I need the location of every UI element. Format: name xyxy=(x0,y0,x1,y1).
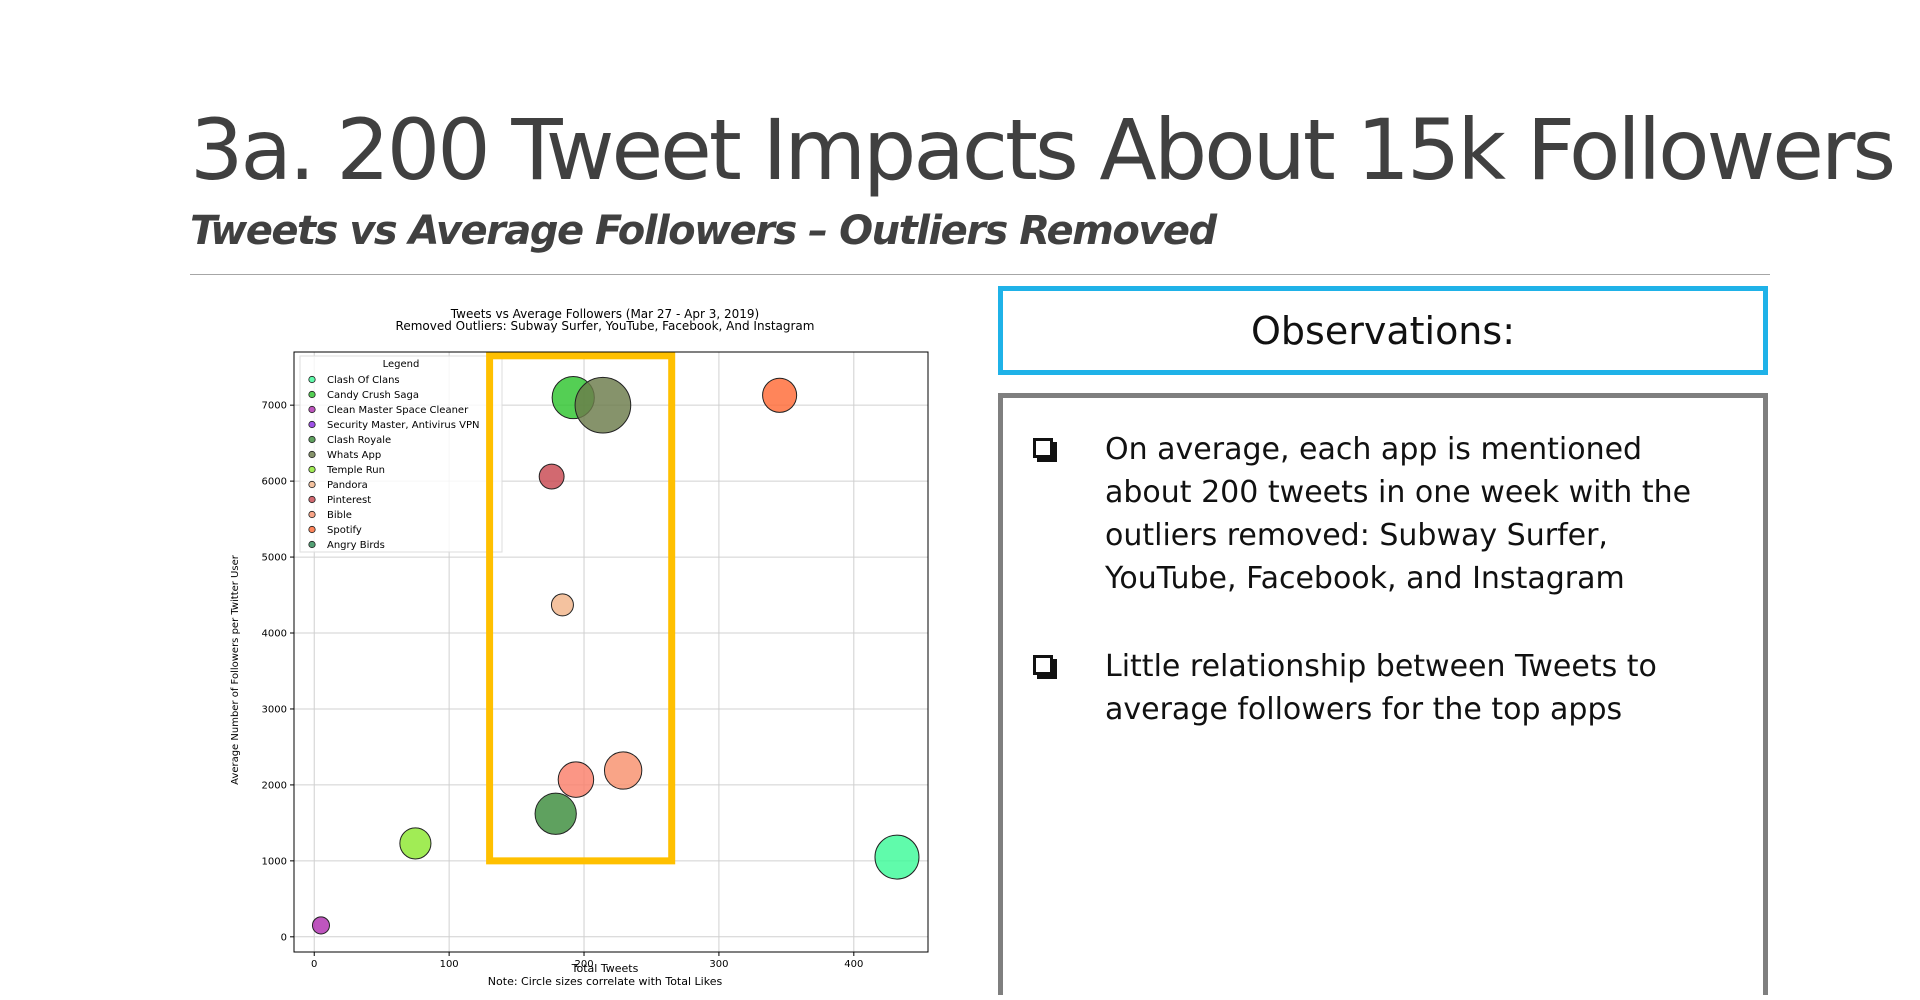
legend-marker xyxy=(308,390,316,399)
title-divider xyxy=(190,274,1770,275)
y-tick-label: 0 xyxy=(281,932,287,943)
legend-marker xyxy=(308,525,316,534)
legend-marker xyxy=(308,480,316,489)
plot-area-frame xyxy=(293,351,929,953)
legend-label: Pandora xyxy=(327,480,368,491)
legend-label: Pinterest xyxy=(327,495,371,506)
chart-title: Tweets vs Average Followers (Mar 27 - Ap… xyxy=(450,307,759,321)
data-point xyxy=(574,376,632,434)
legend-marker xyxy=(308,435,316,444)
legend-marker xyxy=(308,540,316,549)
y-tick-label: 1000 xyxy=(262,856,287,867)
observation-item: On average, each app is mentioned about … xyxy=(1105,432,1692,596)
x-tick-label: 300 xyxy=(709,959,728,970)
legend-label: Clean Master Space Cleaner xyxy=(327,405,469,416)
data-point xyxy=(762,377,798,413)
slide-subtitle: Tweets vs Average Followers – Outliers R… xyxy=(190,208,1217,254)
data-point xyxy=(557,761,595,798)
legend-label: Temple Run xyxy=(326,465,385,476)
observations-heading: Observations: xyxy=(998,286,1768,375)
x-tick-label: 200 xyxy=(574,959,593,970)
legend-label: Bible xyxy=(327,510,352,521)
y-tick-label: 5000 xyxy=(262,553,287,564)
observation-item: Little relationship between Tweets to av… xyxy=(1105,649,1657,727)
chart-subtitle: Removed Outliers: Subway Surfer, YouTube… xyxy=(396,319,815,333)
data-point xyxy=(534,792,577,835)
y-axis-label: Average Number of Followers per Twitter … xyxy=(230,554,241,785)
legend-marker xyxy=(308,495,316,504)
data-point xyxy=(603,751,643,790)
x-tick-label: 0 xyxy=(311,959,317,970)
y-tick-label: 6000 xyxy=(262,477,287,488)
highlight-box xyxy=(486,352,676,865)
legend-label: Security Master, Antivirus VPN xyxy=(327,420,480,431)
chart-legend: Legend Clash Of Clans Candy Crush Saga Clea… xyxy=(299,355,503,553)
legend-label: Candy Crush Saga xyxy=(327,390,419,401)
y-tick-label: 4000 xyxy=(262,629,287,640)
data-point xyxy=(399,827,432,860)
y-tick-label: 3000 xyxy=(262,704,287,715)
legend-label: Clash Royale xyxy=(327,435,391,446)
legend-marker xyxy=(308,420,316,429)
legend-title: Legend xyxy=(383,359,420,370)
legend-label: Spotify xyxy=(327,525,362,536)
observations-heading-text: Observations: xyxy=(1251,308,1515,353)
chart-note: Note: Circle sizes correlate with Total … xyxy=(488,975,723,988)
data-point xyxy=(311,916,330,935)
legend-label: Whats App xyxy=(327,450,381,461)
legend-marker xyxy=(308,465,316,474)
y-tick-label: 7000 xyxy=(262,401,287,412)
legend-label: Angry Birds xyxy=(327,540,385,551)
legend-marker xyxy=(308,450,316,459)
x-axis-label: Total Tweets xyxy=(571,962,639,975)
legend-marker xyxy=(308,375,316,384)
observations-panel: On average, each app is mentioned about … xyxy=(998,393,1768,995)
legend-marker xyxy=(308,510,316,519)
checkbox-bullet-icon xyxy=(1033,438,1053,458)
x-tick-label: 400 xyxy=(844,959,863,970)
data-point xyxy=(550,593,574,617)
slide-title: 3a. 200 Tweet Impacts About 15k Follower… xyxy=(190,101,1896,199)
legend-label: Clash Of Clans xyxy=(327,375,400,386)
scatter-chart: Tweets vs Average Followers (Mar 27 - Ap… xyxy=(230,307,929,988)
y-tick-label: 2000 xyxy=(262,780,287,791)
checkbox-bullet-icon xyxy=(1033,655,1053,675)
legend-frame xyxy=(299,355,503,553)
data-point xyxy=(874,834,920,880)
x-tick-label: 100 xyxy=(440,959,459,970)
data-point xyxy=(538,463,565,490)
legend-marker xyxy=(308,405,316,414)
